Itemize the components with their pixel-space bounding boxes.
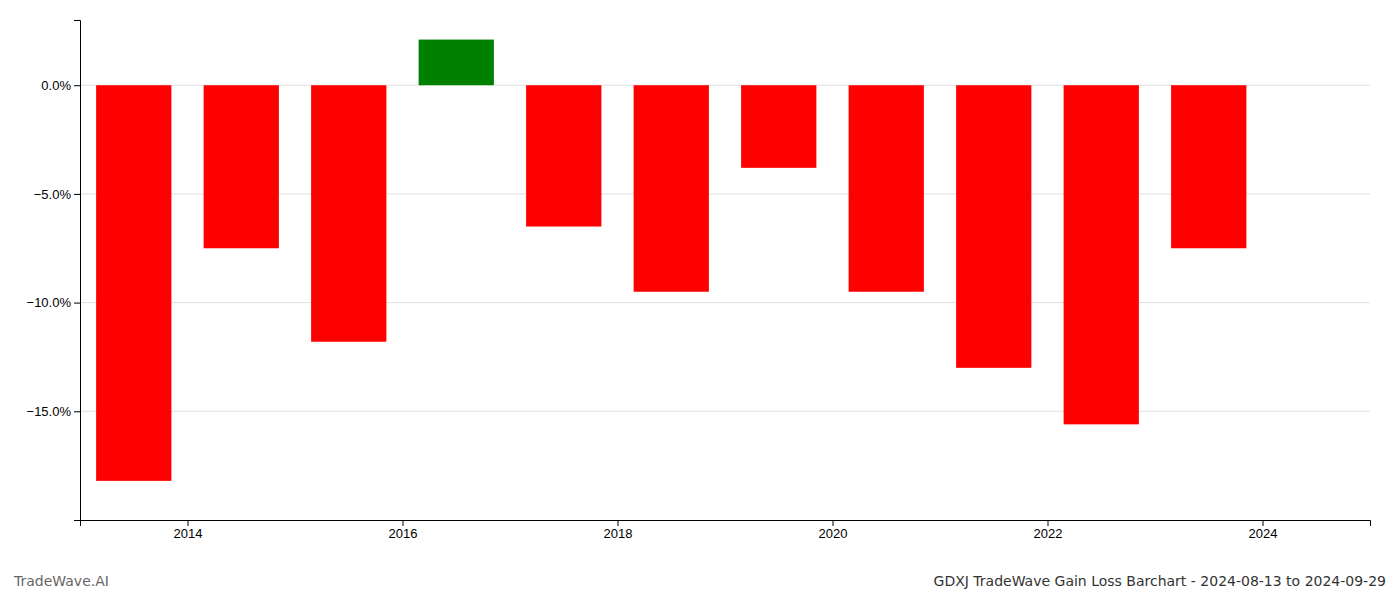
x-tick: 2020 <box>819 520 848 541</box>
y-tick-mark <box>74 85 80 86</box>
x-tick: 2018 <box>604 520 633 541</box>
x-tick: 2014 <box>174 520 203 541</box>
y-tick-label: −15.0% <box>27 404 72 419</box>
x-axis-line <box>81 521 1371 527</box>
grid-line <box>80 411 1370 412</box>
x-tick-mark <box>1048 520 1049 526</box>
bar <box>1064 85 1139 424</box>
y-axis-line <box>74 21 81 521</box>
title: GDXJ TradeWave Gain Loss Barchart - 2024… <box>934 573 1386 589</box>
bar <box>526 85 601 226</box>
x-tick-mark <box>833 520 834 526</box>
x-tick-mark <box>188 520 189 526</box>
y-tick: −15.0% <box>27 404 80 419</box>
x-tick: 2022 <box>1034 520 1063 541</box>
y-tick-mark <box>74 194 80 195</box>
x-tick-mark <box>403 520 404 526</box>
x-tick: 2024 <box>1249 520 1278 541</box>
y-tick-label: −5.0% <box>34 187 72 202</box>
bar <box>204 85 279 248</box>
bars <box>96 40 1246 481</box>
plot: 2014 2016 2018 2020 2022 2024 0.0% −5.0% −10.0% −… <box>27 21 1371 542</box>
x-tick: 2016 <box>389 520 418 541</box>
y-tick: −10.0% <box>27 295 80 310</box>
bar <box>849 85 924 292</box>
y-axis: 0.0% −5.0% −10.0% −15.0% <box>27 21 81 521</box>
x-tick-label: 2014 <box>174 526 203 541</box>
bar <box>1171 85 1246 248</box>
bar <box>634 85 709 292</box>
y-tick-label: 0.0% <box>41 78 71 93</box>
bar <box>419 40 494 86</box>
bar <box>956 85 1031 368</box>
y-tick: 0.0% <box>41 78 80 93</box>
x-tick-label: 2020 <box>819 526 848 541</box>
y-tick: −5.0% <box>34 187 80 202</box>
bar <box>741 85 816 168</box>
y-tick-label: −10.0% <box>27 295 72 310</box>
watermark: TradeWave.AI <box>13 573 109 589</box>
y-tick-mark <box>74 411 80 412</box>
grid-line <box>80 302 1370 303</box>
bar <box>311 85 386 342</box>
bar <box>96 85 171 481</box>
x-tick-mark <box>618 520 619 526</box>
x-tick-label: 2016 <box>389 526 418 541</box>
x-axis: 2014 2016 2018 2020 2022 2024 <box>81 520 1371 541</box>
grid <box>80 85 1370 411</box>
x-tick-label: 2024 <box>1249 526 1278 541</box>
x-tick-mark <box>1263 520 1264 526</box>
x-tick-label: 2022 <box>1034 526 1063 541</box>
x-tick-label: 2018 <box>604 526 633 541</box>
y-tick-mark <box>74 303 80 304</box>
chart: 2014 2016 2018 2020 2022 2024 0.0% −5.0% −10.0% −… <box>0 0 1400 600</box>
